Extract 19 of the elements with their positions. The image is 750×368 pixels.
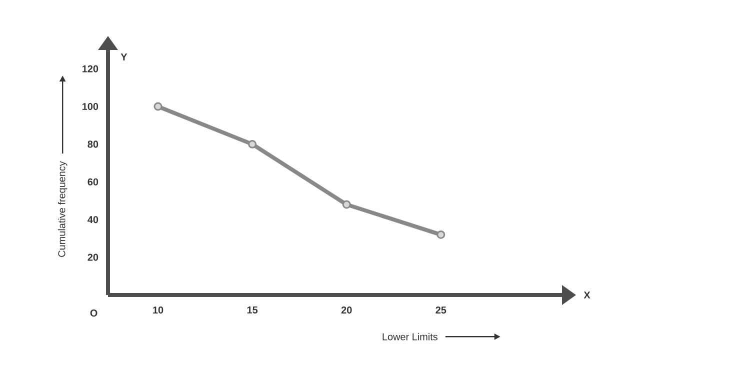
point [436,230,446,239]
y-tick-label: 80 [88,140,98,148]
y-tick-label: 100 [82,102,98,110]
text: X [584,292,590,298]
y-axis-title: Cumulative frequency [58,161,68,257]
annotation: Y [120,53,128,60]
x-tick-label: 10 [153,306,164,314]
y-tick-label: 40 [88,216,98,224]
y-tick-label: 20 [88,254,98,261]
x-tick-label: 15 [247,306,258,314]
point [248,140,257,148]
y-tick-label: 60 [88,178,98,186]
point [342,200,351,209]
y-tick-label: 120 [82,65,98,72]
x-axis-title: Lower Limits [382,333,438,340]
point [154,102,162,111]
x-tick-label: 20 [341,306,352,314]
text: O [90,310,98,317]
x-tick-label: 25 [436,306,446,314]
